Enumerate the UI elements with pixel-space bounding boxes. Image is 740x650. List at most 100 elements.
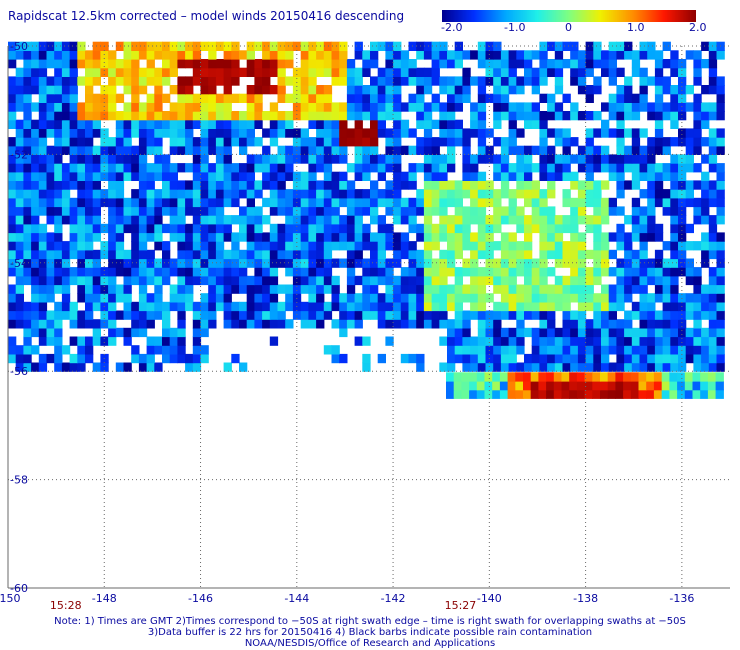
heatmap-cell [547, 284, 556, 294]
heatmap-cell [8, 232, 17, 242]
heatmap-cell [616, 241, 625, 251]
heatmap-cell [339, 293, 348, 303]
heatmap-cell [308, 275, 317, 286]
heatmap-cell [308, 50, 317, 60]
heatmap-cell [131, 353, 140, 364]
heatmap-cell [146, 41, 155, 51]
heatmap-cell [254, 111, 263, 121]
heatmap-cell [562, 189, 571, 199]
heatmap-cell [323, 206, 333, 216]
heatmap-cell [654, 171, 664, 181]
heatmap-cell [354, 232, 363, 242]
heatmap-cell [15, 267, 24, 277]
heatmap-cell [177, 301, 186, 312]
heatmap-cell [423, 171, 433, 181]
heatmap-cell [416, 319, 425, 329]
heatmap-cell [316, 319, 325, 329]
heatmap-cell [385, 241, 394, 251]
heatmap-cell [631, 310, 641, 320]
heatmap-cell [61, 67, 71, 77]
heatmap-cell [192, 137, 202, 147]
heatmap-cell [608, 50, 617, 60]
heatmap-cell [624, 345, 633, 355]
heatmap-cell [185, 293, 194, 303]
heatmap-cell [123, 310, 132, 320]
heatmap-cell [569, 372, 578, 382]
heatmap-cell [477, 232, 487, 242]
heatmap-cell [269, 189, 279, 199]
heatmap-cell [246, 206, 255, 216]
heatmap-cell [292, 258, 302, 268]
heatmap-cell [439, 137, 448, 147]
heatmap-cell [500, 163, 510, 173]
heatmap-cell [277, 76, 286, 86]
heatmap-cell [38, 111, 48, 121]
heatmap-cell [331, 293, 340, 303]
heatmap-cell [169, 41, 178, 51]
heatmap-cell [485, 223, 494, 234]
heatmap-cell [61, 345, 71, 355]
heatmap-cell [662, 319, 671, 329]
heatmap-cell [708, 102, 718, 112]
heatmap-cell [246, 85, 255, 95]
heatmap-cell [701, 119, 710, 129]
heatmap-cell [601, 301, 610, 312]
heatmap-cell [500, 154, 510, 164]
heatmap-cell [192, 119, 202, 129]
heatmap-cell [123, 41, 132, 51]
heatmap-cell [508, 197, 517, 208]
heatmap-cell [708, 85, 718, 95]
heatmap-cell [200, 241, 209, 251]
heatmap-cell [508, 301, 517, 312]
heatmap-cell [362, 301, 371, 312]
heatmap-cell [531, 50, 540, 60]
heatmap-cell [331, 59, 340, 69]
heatmap-cell [215, 249, 225, 260]
heatmap-cell [385, 223, 394, 234]
heatmap-cell [562, 258, 571, 268]
heatmap-cell [77, 336, 86, 346]
heatmap-cell [531, 293, 540, 303]
heatmap-cell [300, 249, 309, 260]
heatmap-cell [716, 93, 725, 103]
heatmap-cell [592, 389, 601, 399]
heatmap-cell [239, 189, 248, 199]
heatmap-cell [192, 197, 202, 208]
heatmap-cell [154, 41, 163, 51]
heatmap-cell [308, 180, 317, 190]
heatmap-cell [416, 301, 425, 312]
heatmap-cell [393, 189, 402, 199]
heatmap-cell [192, 301, 202, 312]
heatmap-cell [300, 215, 309, 225]
heatmap-cell [524, 267, 533, 277]
heatmap-cell [331, 275, 340, 286]
heatmap-cell [246, 180, 255, 190]
heatmap-cell [554, 223, 564, 234]
heatmap-cell [8, 206, 17, 216]
heatmap-cell [308, 223, 317, 234]
heatmap-cell [362, 145, 371, 155]
heatmap-cell [123, 50, 132, 60]
heatmap-cell [61, 119, 71, 129]
heatmap-cell [215, 275, 225, 286]
heatmap-cell [570, 154, 579, 164]
heatmap-cell [423, 137, 433, 147]
heatmap-cell [654, 327, 664, 338]
heatmap-cell [185, 301, 194, 312]
heatmap-cell [539, 128, 548, 138]
heatmap-cell [123, 163, 132, 173]
heatmap-cell [531, 119, 540, 129]
heatmap-cell [100, 310, 109, 320]
heatmap-cell [100, 171, 109, 181]
heatmap-cell [539, 111, 548, 121]
heatmap-cell [339, 223, 348, 234]
heatmap-cell [362, 163, 371, 173]
heatmap-cell [477, 336, 487, 346]
heatmap-cell [508, 241, 517, 251]
heatmap-cell [154, 189, 163, 199]
heatmap-cell [54, 319, 63, 329]
heatmap-cell [8, 345, 17, 355]
heatmap-cell [215, 241, 225, 251]
heatmap-cell [85, 111, 94, 121]
heatmap-cell [708, 241, 718, 251]
